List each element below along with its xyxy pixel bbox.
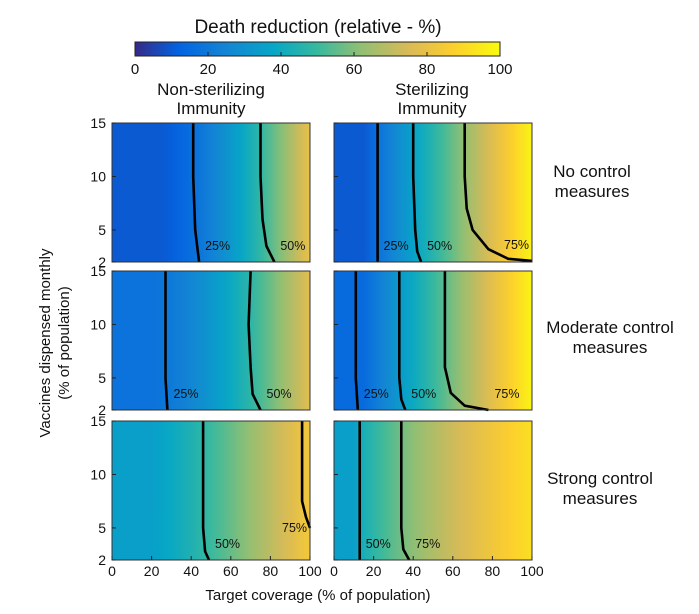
x-tick-label: 20 [144, 563, 160, 579]
contour-label: 50% [267, 387, 292, 401]
panel-frame [111, 270, 311, 411]
x-tick-label: 100 [298, 563, 322, 579]
contour-label: 75% [282, 521, 307, 535]
heatmap-panel: 50% 75% 15 10 5 20 20 40 60 80 100 [90, 413, 321, 579]
panel-frame [111, 122, 311, 263]
column-header-non-sterilizing: Non-sterilizing [157, 80, 265, 99]
y-tick-label: 10 [90, 466, 106, 482]
x-tick-label: 40 [183, 563, 199, 579]
panel-frame [333, 122, 533, 263]
y-tick-label: 10 [90, 316, 106, 332]
y-tick-label: 15 [90, 115, 106, 131]
colorbar-tick-label: 100 [487, 61, 512, 78]
row-label-moderate-control: Moderate control [546, 318, 674, 337]
x-tick-label: 100 [520, 563, 544, 579]
contour-line [463, 123, 533, 263]
row-label-no-control-line2: measures [555, 182, 630, 201]
x-tick-label: 40 [405, 563, 421, 579]
row-label-no-control: No control [553, 162, 630, 181]
y-tick-label: 2 [98, 552, 106, 568]
x-tick-label: 0 [330, 563, 338, 579]
contour-label: 50% [411, 387, 436, 401]
x-tick-label: 80 [263, 563, 279, 579]
contour-label: 50% [215, 537, 240, 551]
x-tick-label: 60 [223, 563, 239, 579]
column-header-sterilizing-line2: Immunity [398, 99, 467, 118]
y-axis-label-line2: (% of population) [56, 286, 73, 399]
contour-line [443, 271, 489, 412]
x-tick-label: 0 [108, 563, 116, 579]
heatmap-panel: 25% 50% 75% [333, 122, 533, 263]
x-tick-label: 60 [445, 563, 461, 579]
heatmap-cells [334, 123, 532, 262]
heatmap-cells [112, 421, 310, 560]
contour-label: 25% [173, 387, 198, 401]
contour-line [191, 123, 201, 263]
heatmap-panel: 25% 50% 75% [333, 270, 533, 412]
heatmap-cells [334, 271, 532, 410]
contour-label: 25% [384, 239, 409, 253]
column-header-non-sterilizing-line2: Immunity [177, 99, 246, 118]
heatmap-panel: 25% 50% 15 10 5 2 [90, 263, 311, 418]
contour-line [247, 270, 262, 411]
colorbar-tick-label: 0 [131, 61, 139, 78]
contour-label: 75% [494, 387, 519, 401]
contour-line [400, 421, 411, 561]
colorbar-tick-label: 40 [273, 61, 290, 78]
contour-label: 50% [427, 239, 452, 253]
contour-line [411, 123, 423, 263]
contour-label: 75% [504, 238, 529, 252]
contour-line [164, 271, 169, 411]
y-tick-label: 5 [98, 222, 106, 238]
heatmap-panel: 25% 50% 15 10 5 2 [90, 115, 311, 270]
contour-label: 25% [205, 239, 230, 253]
colorbar-title: Death reduction (relative - %) [194, 17, 441, 38]
contour-label: 50% [366, 537, 391, 551]
heatmap-cells [334, 421, 532, 560]
y-tick-label: 10 [90, 168, 106, 184]
y-tick-label: 15 [90, 263, 106, 279]
contour-label: 50% [280, 239, 305, 253]
x-tick-label: 20 [366, 563, 382, 579]
heatmap-cells [112, 123, 310, 262]
contour-line [259, 123, 276, 263]
panel-frame [333, 270, 533, 411]
y-tick-label: 2 [98, 254, 106, 270]
contour-line [300, 421, 312, 529]
column-header-sterilizing: Sterilizing [395, 80, 469, 99]
panel-frame [111, 420, 311, 561]
y-tick-label: 5 [98, 370, 106, 386]
x-axis-label: Target coverage (% of population) [205, 587, 430, 604]
row-label-moderate-control-line2: measures [573, 338, 648, 357]
heatmap-panel: 50% 75% 0 20 40 60 80 100 [330, 420, 544, 579]
contour-line [201, 421, 211, 561]
colorbar [134, 41, 501, 57]
colorbar-tick-label: 60 [346, 61, 363, 78]
y-tick-label: 15 [90, 413, 106, 429]
row-label-strong-control-line2: measures [563, 489, 638, 508]
y-axis-label: Vaccines dispensed monthly [37, 248, 54, 437]
panel-frame [333, 420, 533, 561]
contour-line [398, 271, 407, 411]
contour-line [354, 271, 360, 411]
heatmap-cells [112, 271, 310, 410]
y-tick-label: 5 [98, 520, 106, 536]
colorbar-tick-label: 80 [419, 61, 436, 78]
y-tick-label: 2 [98, 402, 106, 418]
contour-label: 75% [415, 537, 440, 551]
colorbar-tick-label: 20 [200, 61, 217, 78]
x-tick-label: 80 [485, 563, 501, 579]
row-label-strong-control: Strong control [547, 469, 653, 488]
contour-label: 25% [364, 387, 389, 401]
